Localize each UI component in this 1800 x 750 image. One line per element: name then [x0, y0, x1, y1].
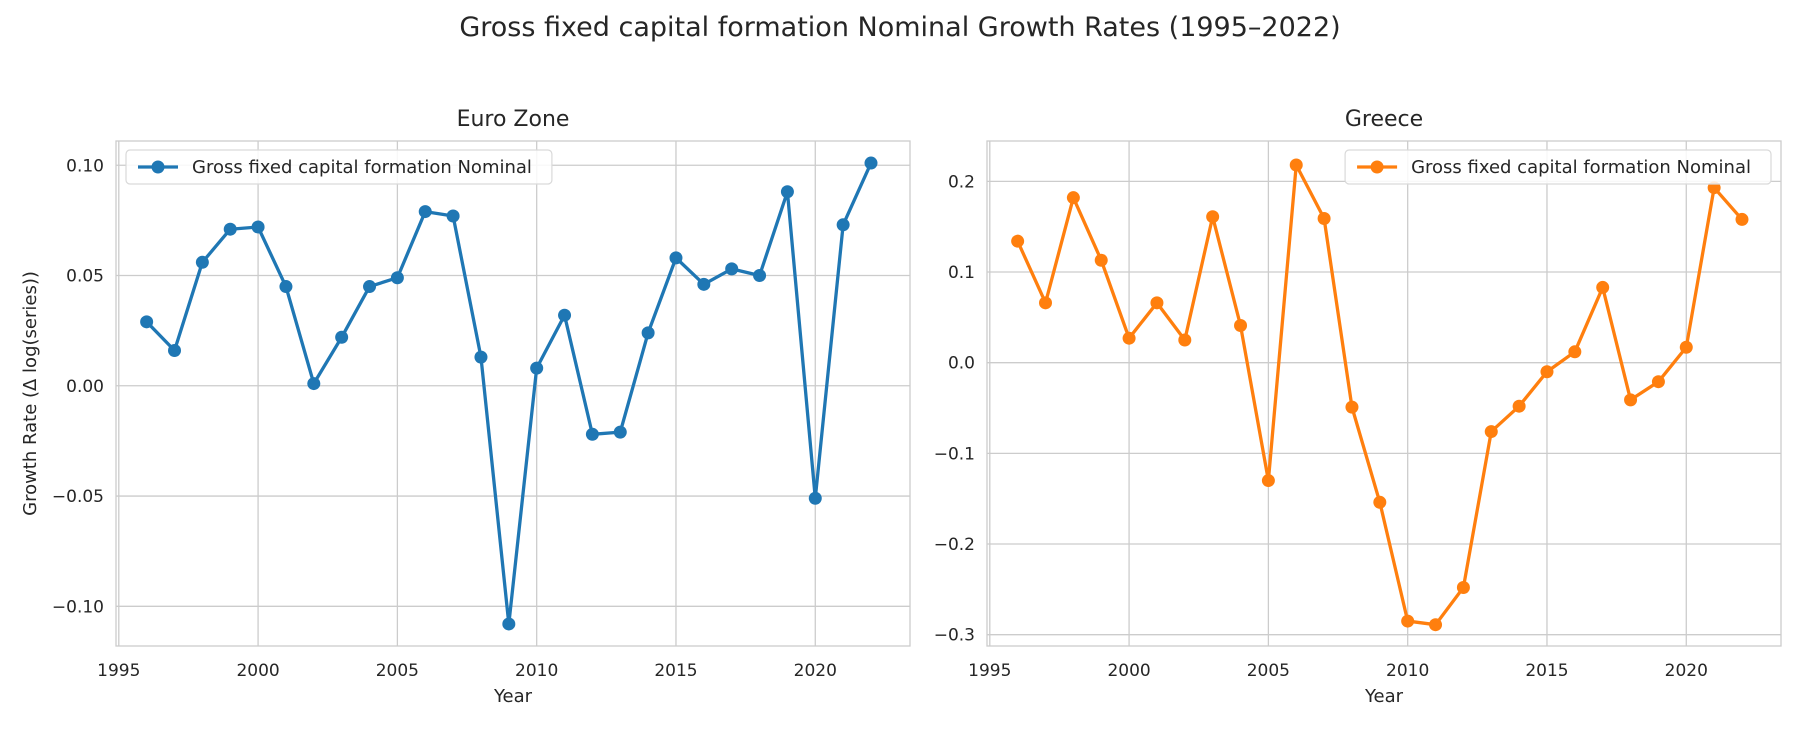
x-tick-label: 2010	[1386, 661, 1429, 681]
y-tick-label: 0.2	[948, 172, 975, 192]
data-point	[1234, 319, 1248, 333]
data-point	[1261, 474, 1275, 488]
legend: Gross fixed capital formation Nominal	[1344, 149, 1772, 185]
data-point	[1651, 375, 1665, 389]
data-point	[502, 617, 516, 631]
data-point	[1345, 400, 1359, 414]
data-point	[1540, 365, 1554, 379]
data-point	[223, 222, 237, 236]
data-point	[864, 156, 878, 170]
data-point	[1735, 212, 1749, 226]
data-point	[725, 262, 739, 276]
x-tick-label: 1995	[97, 661, 140, 681]
x-tick-label: 2015	[1525, 661, 1568, 681]
data-point	[558, 308, 572, 322]
data-point	[251, 220, 265, 234]
legend-box	[125, 149, 553, 185]
data-point	[1011, 234, 1025, 248]
data-point	[1568, 345, 1582, 359]
data-point	[279, 280, 293, 294]
y-tick-label: 0.00	[66, 377, 104, 397]
x-axis-label: Year	[1364, 686, 1404, 707]
data-point	[168, 343, 182, 357]
data-point	[1624, 393, 1638, 407]
data-point	[307, 377, 321, 391]
panel-greece: 1995 2000 2005 2010 2015 2020 −0.3 −0.2 −0.1 0.0 0…	[934, 107, 1782, 707]
panel-title: Greece	[1345, 107, 1423, 132]
data-point	[530, 361, 544, 375]
data-point	[1401, 614, 1415, 628]
y-tick-label: 0.10	[66, 156, 104, 176]
x-tick-label: 2005	[1247, 661, 1290, 681]
y-tick-label: −0.3	[934, 626, 975, 646]
legend-label: Gross fixed capital formation Nominal	[1411, 157, 1751, 178]
y-tick-label: 0.1	[948, 263, 975, 283]
x-axis-label: Year	[493, 686, 533, 707]
data-point	[335, 330, 349, 344]
legend-box	[1344, 149, 1772, 185]
legend: Gross fixed capital formation Nominal	[125, 149, 553, 185]
data-point	[1484, 425, 1498, 439]
data-point	[613, 425, 627, 439]
y-axis-label: Growth Rate (Δ log(series))	[20, 271, 41, 516]
y-tick-label: −0.05	[52, 487, 104, 507]
data-point	[1066, 191, 1080, 205]
data-point	[1429, 618, 1443, 632]
x-tick-label: 1995	[968, 661, 1011, 681]
data-point	[1150, 296, 1164, 310]
data-point	[753, 269, 767, 283]
y-tick-label: 0.0	[948, 354, 975, 374]
legend-label: Gross fixed capital formation Nominal	[192, 157, 532, 178]
plot-frame	[115, 140, 911, 647]
x-tick-label: 2020	[794, 661, 837, 681]
data-point	[669, 251, 683, 265]
panel-euro-zone: 1995 2000 2005 2010 2015 2020 −0.10 −0.05 0.00 0.…	[20, 107, 911, 707]
x-tick-label: 2010	[515, 661, 558, 681]
data-point	[808, 491, 822, 505]
data-point	[585, 427, 599, 441]
y-tick-label: −0.2	[934, 535, 975, 555]
data-point	[195, 255, 209, 269]
x-tick-label: 2020	[1665, 661, 1708, 681]
data-point	[446, 209, 460, 223]
data-point	[1289, 158, 1303, 172]
legend-marker	[1370, 160, 1384, 174]
data-point	[1122, 331, 1136, 345]
x-tick-label: 2000	[236, 661, 279, 681]
data-point	[1317, 212, 1331, 226]
data-point	[1679, 340, 1693, 354]
data-point	[418, 205, 432, 219]
data-point	[1456, 581, 1470, 595]
data-point	[390, 271, 404, 285]
data-point	[1206, 210, 1220, 224]
plot-frame	[986, 140, 1782, 647]
data-point	[363, 280, 377, 294]
figure-title: Gross fixed capital formation Nominal Gr…	[459, 12, 1340, 43]
data-point	[1596, 280, 1610, 294]
data-point	[697, 277, 711, 291]
data-point	[140, 315, 154, 329]
y-tick-label: −0.10	[52, 597, 104, 617]
data-point	[1512, 399, 1526, 413]
data-point	[1039, 296, 1053, 310]
data-point	[1373, 495, 1387, 509]
data-point	[1178, 333, 1192, 347]
x-tick-label: 2005	[376, 661, 419, 681]
x-tick-label: 2015	[654, 661, 697, 681]
legend-marker	[151, 160, 165, 174]
y-tick-label: 0.05	[66, 267, 104, 287]
data-point	[641, 326, 655, 340]
data-point	[474, 350, 488, 364]
data-point	[780, 185, 794, 199]
panel-title: Euro Zone	[457, 107, 570, 132]
data-point	[1094, 253, 1108, 267]
data-point	[836, 218, 850, 232]
y-tick-label: −0.1	[934, 444, 975, 464]
x-tick-label: 2000	[1107, 661, 1150, 681]
